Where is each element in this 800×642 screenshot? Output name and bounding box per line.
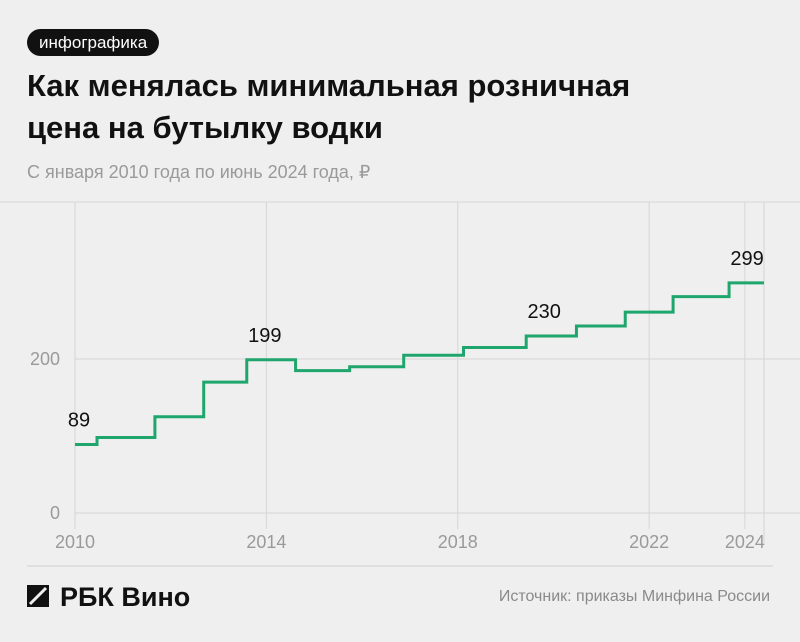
x-tick-label: 2014	[246, 532, 286, 552]
x-tick-label: 2018	[438, 532, 478, 552]
y-tick-label: 0	[50, 503, 60, 523]
logo-slash	[28, 586, 48, 606]
tag: инфографика	[27, 29, 160, 56]
y-tick-label: 200	[30, 349, 60, 369]
value-label: 199	[248, 325, 281, 347]
chart-subtitle: С января 2010 года по июнь 2024 года, ₽	[27, 162, 371, 182]
value-label: 299	[730, 248, 763, 270]
step-line	[75, 281, 764, 446]
value-label: 230	[528, 301, 561, 323]
chart-title: цена на бутылку водки	[27, 110, 383, 145]
x-tick-label: 2022	[629, 532, 669, 552]
x-tick-label: 2024	[725, 532, 765, 552]
value-label: 89	[68, 409, 90, 431]
x-tick-label: 2010	[55, 532, 95, 552]
chart-title: Как менялась минимальная розничная	[27, 68, 631, 103]
brand: РБК Вино	[60, 582, 191, 612]
source: Источник: приказы Минфина России	[498, 588, 770, 605]
